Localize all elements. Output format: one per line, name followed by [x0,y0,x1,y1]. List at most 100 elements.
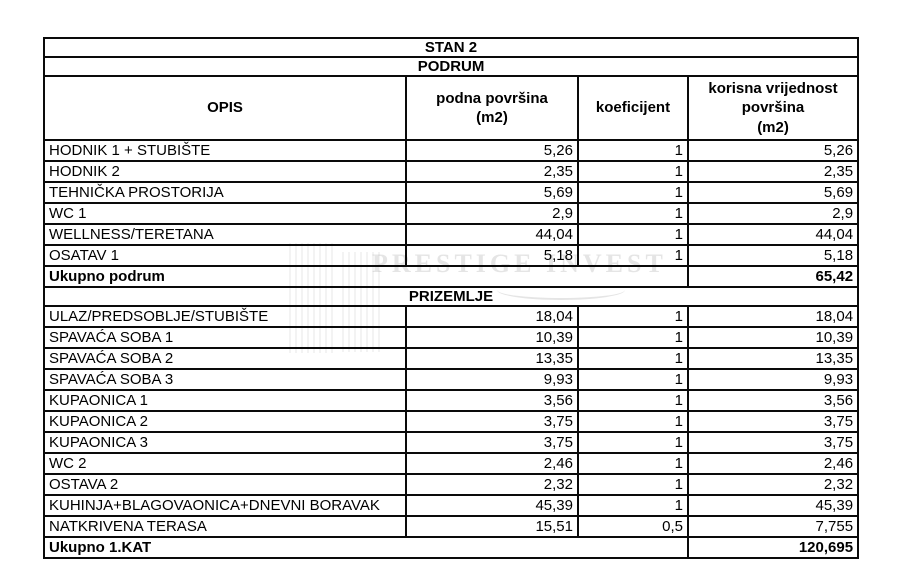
row-opis: KUPAONICA 1 [43,389,407,412]
row-korisna: 2,32 [686,473,860,496]
row-opis: SPAVAĆA SOBA 3 [43,368,407,391]
row-koef: 1 [577,139,689,162]
row-korisna: 13,35 [686,347,860,370]
row-podna: 5,18 [405,244,579,267]
row-korisna: 3,75 [686,410,860,433]
row-podna: 13,35 [405,347,579,370]
row-opis: TEHNIČKA PROSTORIJA [43,181,407,204]
row-korisna: 7,755 [686,515,860,538]
total-value-kat1: 120,695 [686,536,860,559]
column-header-opis: OPIS [43,75,407,141]
row-opis: WC 1 [43,202,407,225]
row-korisna: 2,9 [686,202,860,225]
row-opis: KUPAONICA 2 [43,410,407,433]
table-row: ULAZ/PREDSOBLJE/STUBIŠTE 18,04 1 18,04 [43,305,860,328]
row-korisna: 45,39 [686,494,860,517]
row-koef: 1 [577,389,689,412]
row-opis: KUHINJA+BLAGOVAONICA+DNEVNI BORAVAK [43,494,407,517]
row-podna: 3,75 [405,431,579,454]
prizemlje-rows: ULAZ/PREDSOBLJE/STUBIŠTE 18,04 1 18,04 S… [43,305,860,538]
section-header-prizemlje: PRIZEMLJE [42,286,860,307]
table-row: PODRUM [42,56,860,77]
row-opis: NATKRIVENA TERASA [43,515,407,538]
row-podna: 18,04 [405,305,579,328]
row-opis: OSATAV 1 [43,244,407,267]
table-row: STAN 2 [42,37,860,58]
table-row: WC 2 2,46 1 2,46 [43,452,860,475]
row-korisna: 3,56 [686,389,860,412]
row-podna: 3,56 [405,389,579,412]
row-koef: 1 [577,431,689,454]
row-opis: SPAVAĆA SOBA 1 [43,326,407,349]
row-opis: OSTAVA 2 [43,473,407,496]
row-koef: 0,5 [577,515,689,538]
row-podna: 2,32 [405,473,579,496]
row-korisna: 3,75 [686,431,860,454]
podrum-rows: HODNIK 1 + STUBIŠTE 5,26 1 5,26 HODNIK 2… [43,139,860,267]
row-koef: 1 [577,305,689,328]
table-row: HODNIK 1 + STUBIŠTE 5,26 1 5,26 [43,139,860,162]
row-koef: 1 [577,181,689,204]
table-row: WELLNESS/TERETANA 44,04 1 44,04 [43,223,860,246]
total-label-podrum: Ukupno podrum [43,265,689,288]
row-koef: 1 [577,452,689,475]
row-koef: 1 [577,347,689,370]
table-row: OSATAV 1 5,18 1 5,18 [43,244,860,267]
row-opis: ULAZ/PREDSOBLJE/STUBIŠTE [43,305,407,328]
row-koef: 1 [577,223,689,246]
table-row: OSTAVA 2 2,32 1 2,32 [43,473,860,496]
total-value-podrum: 65,42 [686,265,860,288]
column-header-podna: podna površina (m2) [405,75,579,141]
row-koef: 1 [577,473,689,496]
row-podna: 2,35 [405,160,579,183]
row-koef: 1 [577,244,689,267]
table-row: NATKRIVENA TERASA 15,51 0,5 7,755 [43,515,860,538]
row-podna: 5,26 [405,139,579,162]
table-title: STAN 2 [42,37,860,58]
row-podna: 44,04 [405,223,579,246]
row-podna: 5,69 [405,181,579,204]
row-korisna: 5,26 [686,139,860,162]
table-row: SPAVAĆA SOBA 1 10,39 1 10,39 [43,326,860,349]
table-row: KUPAONICA 3 3,75 1 3,75 [43,431,860,454]
row-podna: 2,9 [405,202,579,225]
table-row: Ukupno podrum 65,42 [43,265,860,288]
row-korisna: 5,69 [686,181,860,204]
row-koef: 1 [577,494,689,517]
row-podna: 15,51 [405,515,579,538]
area-table: STAN 2 PODRUM OPIS podna površina (m2) k… [42,37,860,559]
row-koef: 1 [577,326,689,349]
row-koef: 1 [577,160,689,183]
row-korisna: 5,18 [686,244,860,267]
row-korisna: 44,04 [686,223,860,246]
row-opis: HODNIK 2 [43,160,407,183]
row-podna: 3,75 [405,410,579,433]
row-korisna: 18,04 [686,305,860,328]
row-opis: WELLNESS/TERETANA [43,223,407,246]
row-podna: 9,93 [405,368,579,391]
table-row: SPAVAĆA SOBA 2 13,35 1 13,35 [43,347,860,370]
table-row: Ukupno 1.KAT 120,695 [43,536,860,559]
row-podna: 10,39 [405,326,579,349]
row-koef: 1 [577,368,689,391]
total-label-kat1: Ukupno 1.KAT [43,536,689,559]
table-row: HODNIK 2 2,35 1 2,35 [43,160,860,183]
table-row: PRIZEMLJE [42,286,860,307]
column-header-korisna: korisna vrijednost površina (m2) [686,75,860,141]
row-podna: 45,39 [405,494,579,517]
table-row: KUPAONICA 2 3,75 1 3,75 [43,410,860,433]
row-koef: 1 [577,410,689,433]
table-row: OPIS podna površina (m2) koeficijent kor… [43,75,860,141]
row-opis: SPAVAĆA SOBA 2 [43,347,407,370]
row-koef: 1 [577,202,689,225]
row-korisna: 2,46 [686,452,860,475]
row-opis: WC 2 [43,452,407,475]
table-row: TEHNIČKA PROSTORIJA 5,69 1 5,69 [43,181,860,204]
table-row: SPAVAĆA SOBA 3 9,93 1 9,93 [43,368,860,391]
column-header-koef: koeficijent [577,75,689,141]
row-podna: 2,46 [405,452,579,475]
table-row: KUPAONICA 1 3,56 1 3,56 [43,389,860,412]
row-korisna: 2,35 [686,160,860,183]
table-row: WC 1 2,9 1 2,9 [43,202,860,225]
